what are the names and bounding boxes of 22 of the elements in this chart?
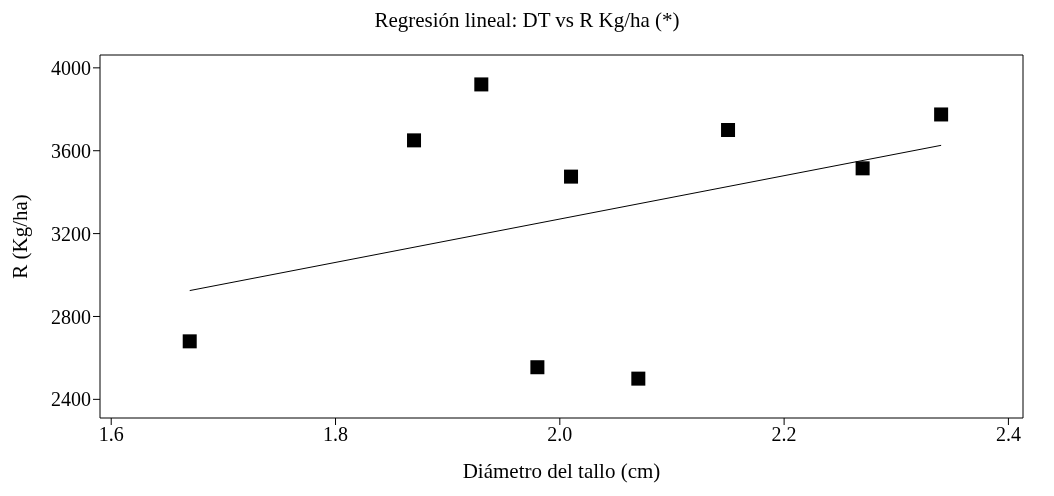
y-tick-label: 2400: [51, 388, 91, 411]
x-tick-label: 1.8: [323, 423, 349, 446]
y-tick-label: 3600: [51, 139, 91, 162]
chart-title: Regresión lineal: DT vs R Kg/ha (*): [373, 8, 681, 34]
x-tick-label: 2.2: [771, 423, 797, 446]
point: [182, 334, 197, 349]
point: [564, 169, 579, 184]
point: [855, 161, 870, 176]
x-axis-title: Diámetro del tallo (cm): [462, 459, 661, 483]
x-tick-label: 2.0: [547, 423, 573, 446]
point: [530, 360, 545, 375]
x-tick-label: 2.4: [995, 423, 1021, 446]
point: [407, 133, 422, 148]
point: [934, 107, 949, 122]
y-tick-label: 3200: [51, 222, 91, 245]
point: [631, 371, 646, 386]
point: [721, 123, 736, 137]
point: [474, 77, 489, 92]
y-tick-label: 4000: [51, 56, 91, 79]
x-tick-label: 1.6: [98, 423, 124, 446]
y-tick-label: 2800: [51, 305, 91, 328]
y-axis-title: R (Kg/ha): [8, 194, 33, 279]
